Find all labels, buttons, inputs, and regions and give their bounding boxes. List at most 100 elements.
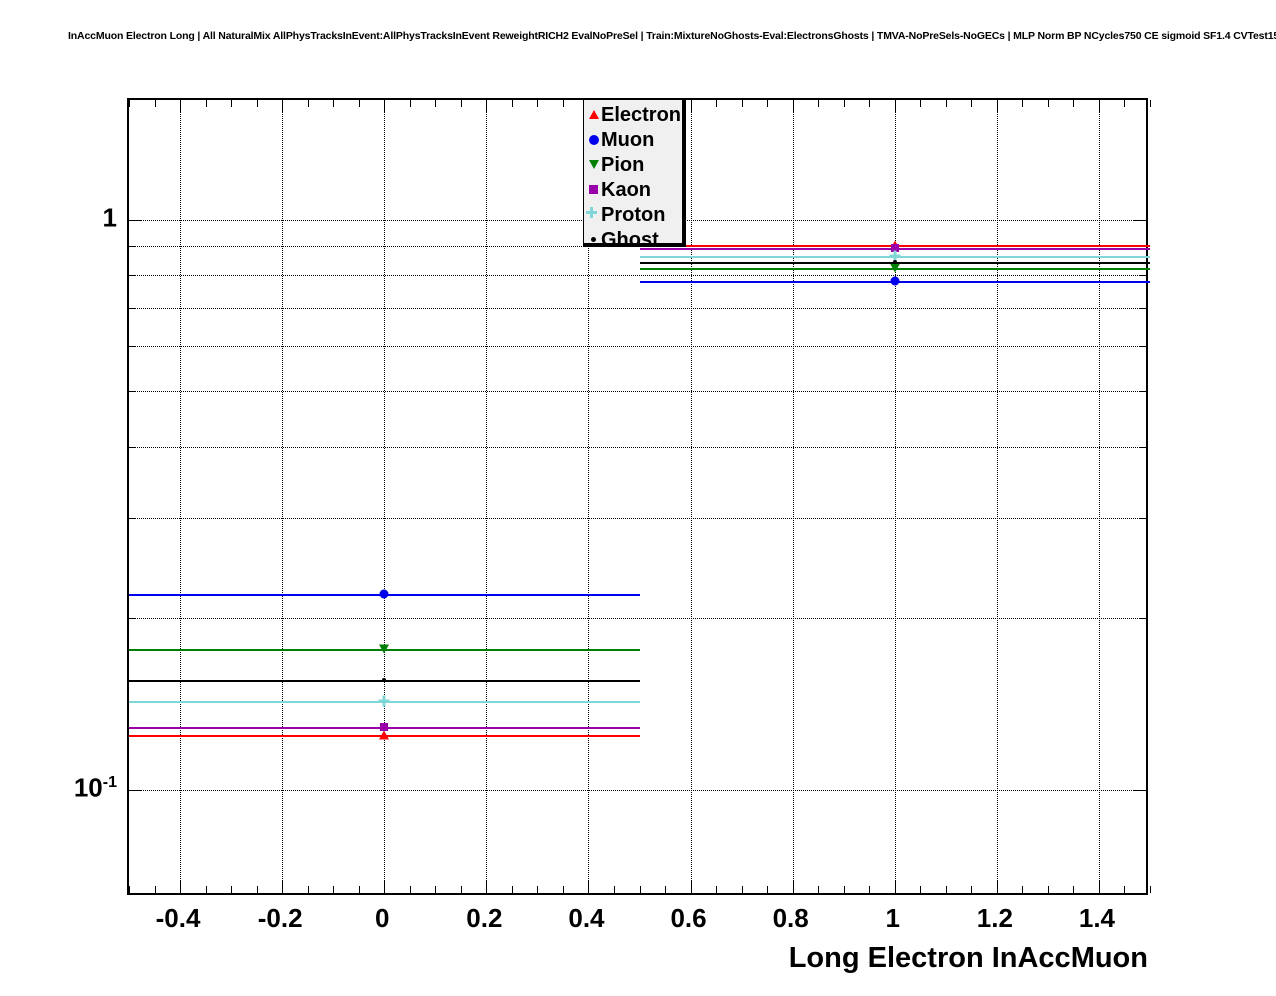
axis-tick (1073, 886, 1075, 893)
axis-tick (256, 886, 258, 893)
y-tick-label: 10-1 (73, 772, 117, 803)
data-point-ghost (382, 677, 387, 682)
legend-item-kaon[interactable]: Kaon (586, 177, 682, 202)
axis-tick (537, 100, 539, 107)
axis-tick (1133, 219, 1146, 221)
legend-item-ghost[interactable]: Ghost (586, 227, 682, 252)
axis-tick (1022, 100, 1024, 107)
axis-tick (1047, 886, 1049, 893)
axis-tick (767, 100, 769, 107)
axis-tick (945, 886, 947, 893)
axis-tick (205, 100, 207, 107)
y-tick-label: 1 (102, 202, 117, 233)
axis-tick (129, 245, 136, 247)
axis-tick (562, 100, 564, 107)
gridline-vertical (384, 100, 386, 893)
axis-tick (129, 307, 136, 309)
axis-tick (767, 886, 769, 893)
gridline-vertical (1098, 100, 1100, 893)
axis-tick (333, 886, 335, 893)
axis-tick (1022, 886, 1024, 893)
axis-tick (920, 100, 922, 107)
gridline-horizontal (129, 391, 1146, 393)
legend-marker-triangle-up-icon (586, 107, 601, 122)
legend-item-proton[interactable]: Proton (586, 202, 682, 227)
axis-tick (129, 446, 136, 448)
gridline-vertical (282, 100, 284, 893)
axis-tick (894, 100, 896, 113)
axis-tick (1139, 391, 1146, 393)
gridline-horizontal (129, 274, 1146, 276)
axis-tick (129, 618, 136, 620)
axis-tick (129, 100, 130, 107)
axis-tick (665, 886, 667, 893)
legend-item-pion[interactable]: Pion (586, 152, 682, 177)
legend-marker-square-icon (586, 182, 601, 197)
legend-item-muon[interactable]: Muon (586, 127, 682, 152)
axis-tick (282, 880, 284, 893)
axis-tick (129, 219, 142, 221)
axis-tick (869, 100, 871, 107)
legend-label: Muon (601, 128, 655, 151)
axis-tick (1150, 886, 1151, 893)
axis-tick (1098, 100, 1100, 113)
gridline-horizontal (129, 307, 1146, 309)
axis-tick (818, 100, 820, 107)
axis-tick (971, 886, 973, 893)
axis-tick (205, 886, 207, 893)
axis-tick (843, 886, 845, 893)
gridline-vertical (996, 100, 998, 893)
data-point-muon (379, 589, 389, 599)
axis-tick (869, 886, 871, 893)
gridline-vertical (690, 100, 692, 893)
x-tick-label: 0.4 (568, 903, 605, 933)
x-tick-label: 0.6 (670, 903, 707, 933)
data-point-proton (378, 695, 390, 707)
axis-tick (435, 886, 437, 893)
axis-tick (486, 880, 488, 893)
axis-tick (409, 886, 411, 893)
axis-tick (384, 100, 386, 113)
axis-tick (945, 100, 947, 107)
gridline-vertical (588, 100, 590, 893)
axis-tick (971, 100, 973, 107)
legend-marker-circle-icon (586, 132, 601, 147)
x-tick-label: 0.8 (772, 903, 809, 933)
x-axis-title: Long Electron InAccMuon (788, 942, 1148, 974)
legend-label: Proton (601, 203, 666, 226)
axis-tick (996, 100, 998, 113)
axis-tick (1139, 274, 1146, 276)
axis-tick (358, 100, 360, 107)
legend-label: Ghost (601, 228, 659, 251)
axis-tick (818, 886, 820, 893)
axis-tick (1133, 790, 1146, 792)
data-point-kaon (890, 243, 899, 252)
data-point-proton (889, 250, 901, 262)
axis-tick (409, 100, 411, 107)
axis-tick (1124, 100, 1126, 107)
legend[interactable]: Electron Muon Pion Kaon Proton Ghost (583, 99, 686, 250)
data-point-ghost (892, 259, 897, 264)
axis-tick (180, 100, 182, 113)
axis-tick (231, 886, 233, 893)
legend-label: Electron (601, 103, 682, 126)
x-tick-label: -0.2 (257, 903, 303, 933)
axis-tick (129, 274, 136, 276)
axis-tick (716, 886, 718, 893)
axis-tick (511, 100, 513, 107)
axis-tick (894, 880, 896, 893)
axis-tick (486, 100, 488, 113)
data-point-pion (889, 263, 900, 273)
x-tick-label: 0.2 (466, 903, 503, 933)
axis-tick (741, 100, 743, 107)
axis-tick (129, 886, 130, 893)
legend-item-electron[interactable]: Electron (586, 102, 682, 127)
axis-tick (843, 100, 845, 107)
gridline-horizontal (129, 346, 1146, 348)
axis-tick (690, 100, 692, 113)
axis-tick (1139, 517, 1146, 519)
axis-tick (384, 880, 386, 893)
legend-marker-cross-icon (586, 207, 601, 222)
axis-tick (231, 100, 233, 107)
